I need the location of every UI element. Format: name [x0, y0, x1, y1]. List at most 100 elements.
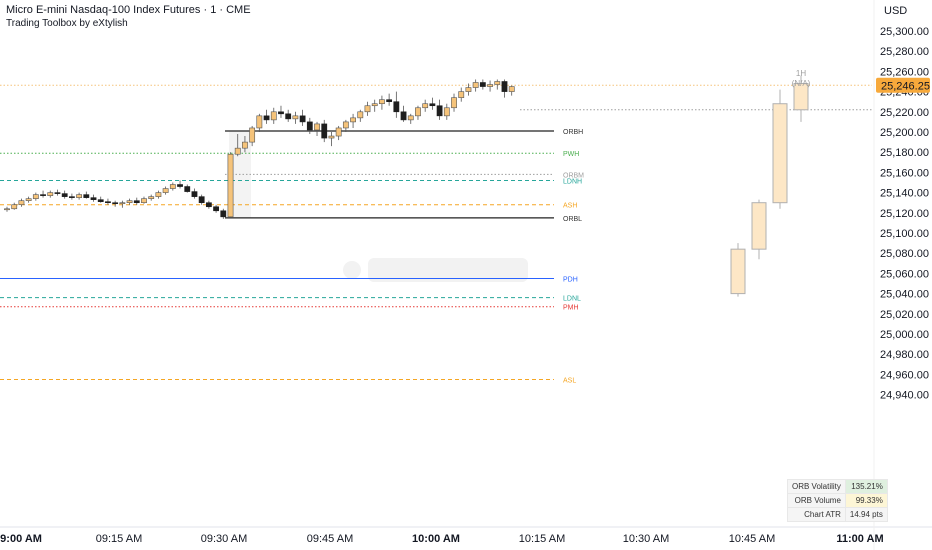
candle-body: [61, 193, 68, 197]
level-label-pdh: PDH: [563, 276, 578, 283]
candle-body: [141, 198, 147, 204]
candle: [263, 109, 270, 124]
candle-body: [213, 206, 219, 212]
price-tick-label: 25,100.00: [880, 228, 929, 240]
candle: [328, 132, 335, 147]
candle-body: [90, 197, 97, 200]
time-tick-label: 10:45 AM: [729, 533, 775, 545]
candle-body: [314, 123, 320, 131]
candle-body: [407, 115, 414, 121]
candle: [191, 188, 198, 199]
candle: [508, 85, 515, 96]
candle-body: [299, 115, 306, 123]
price-tick-label: 25,280.00: [880, 46, 929, 58]
stat-value: 14.94 pts: [844, 507, 888, 522]
candle: [11, 202, 18, 210]
chart-title: Micro E-mini Nasdaq-100 Index Futures · …: [6, 4, 251, 16]
htf-candle: [751, 199, 767, 260]
candle-body: [494, 81, 501, 85]
stat-value: 135.21%: [844, 479, 888, 494]
candle: [47, 190, 54, 198]
candle-body: [335, 127, 342, 137]
price-axis[interactable]: 24,940.00 24,960.00 24,980.00 25,000.00 25,0…: [876, 26, 930, 402]
candle: [112, 200, 119, 207]
candle: [155, 190, 162, 199]
candle-body: [487, 84, 493, 87]
time-axis[interactable]: 09:00 AM 09:15 AM 09:30 AM 09:45 AM 10:00 AM…: [0, 533, 884, 545]
candle: [472, 79, 479, 92]
candle-body: [11, 204, 18, 210]
stat-label: ORB Volatility: [787, 479, 846, 494]
candle: [61, 190, 68, 199]
candle: [400, 105, 407, 122]
stat-value: 99.33%: [844, 493, 888, 508]
candle: [133, 197, 140, 205]
candle-body: [54, 192, 61, 194]
candle-body: [429, 103, 436, 107]
candle: [278, 105, 284, 118]
price-tick-label: 24,960.00: [880, 369, 929, 381]
candle-body: [479, 82, 486, 87]
candle: [407, 113, 414, 124]
candle-body: [133, 200, 140, 203]
candle: [487, 80, 493, 92]
stat-label: ORB Volume: [787, 493, 846, 508]
candle-body: [112, 202, 119, 205]
indicator-name[interactable]: Trading Toolbox by eXtylish: [6, 18, 128, 29]
price-tick-label: 25,260.00: [880, 66, 929, 78]
candle: [393, 91, 400, 118]
candle: [357, 109, 364, 122]
candle: [321, 119, 328, 143]
price-tick-label: 25,140.00: [880, 188, 929, 200]
candle-body: [422, 103, 429, 109]
candle: [335, 125, 342, 141]
stats-table: ORB Volatility 135.21% ORB Volume 99.33%…: [787, 479, 888, 522]
price-tick-label: 24,940.00: [880, 390, 929, 402]
candle: [18, 198, 25, 207]
htf-label: (N/A): [792, 79, 811, 88]
level-label-ldnh: LDNH: [563, 178, 582, 185]
price-tick-label: 25,040.00: [880, 289, 929, 301]
candle: [299, 109, 306, 126]
level-label-orbm: ORBM: [563, 172, 584, 179]
candle-body: [227, 153, 234, 218]
watermark-icon: [343, 261, 361, 279]
candle: [198, 194, 205, 205]
level-label-orbl: ORBL: [563, 216, 582, 223]
candle-body: [220, 210, 227, 218]
candle: [184, 184, 191, 193]
candle: [148, 194, 155, 201]
candle-body: [18, 200, 25, 206]
stats-row-orb-volatility: ORB Volatility 135.21%: [787, 479, 888, 494]
candle: [249, 125, 256, 147]
candle: [415, 105, 421, 120]
htf-candle-body: [793, 83, 809, 111]
htf-candle-body: [751, 202, 767, 250]
candle: [422, 99, 429, 112]
candle-body: [184, 186, 191, 192]
candle: [234, 134, 241, 157]
candle: [213, 204, 219, 213]
candle-body: [342, 121, 349, 129]
candles-1m: [4, 79, 515, 219]
htf-candle: [772, 89, 788, 209]
candle-body: [249, 127, 256, 143]
time-tick-label: 10:15 AM: [519, 533, 565, 545]
level-label-ash: ASH: [563, 203, 577, 210]
candle-body: [357, 111, 364, 119]
htf-candle: [730, 243, 746, 297]
candle-body: [306, 121, 313, 131]
candle-body: [40, 194, 46, 196]
candle-body: [155, 192, 162, 197]
candle: [314, 121, 320, 137]
candle-body: [97, 199, 104, 202]
candle-body: [350, 117, 356, 123]
watermark-wordmark: [368, 258, 528, 282]
candle: [97, 196, 104, 203]
candle-body: [162, 188, 169, 193]
candle-body: [148, 196, 155, 199]
candle-body: [285, 113, 292, 120]
candle-body: [278, 111, 284, 115]
